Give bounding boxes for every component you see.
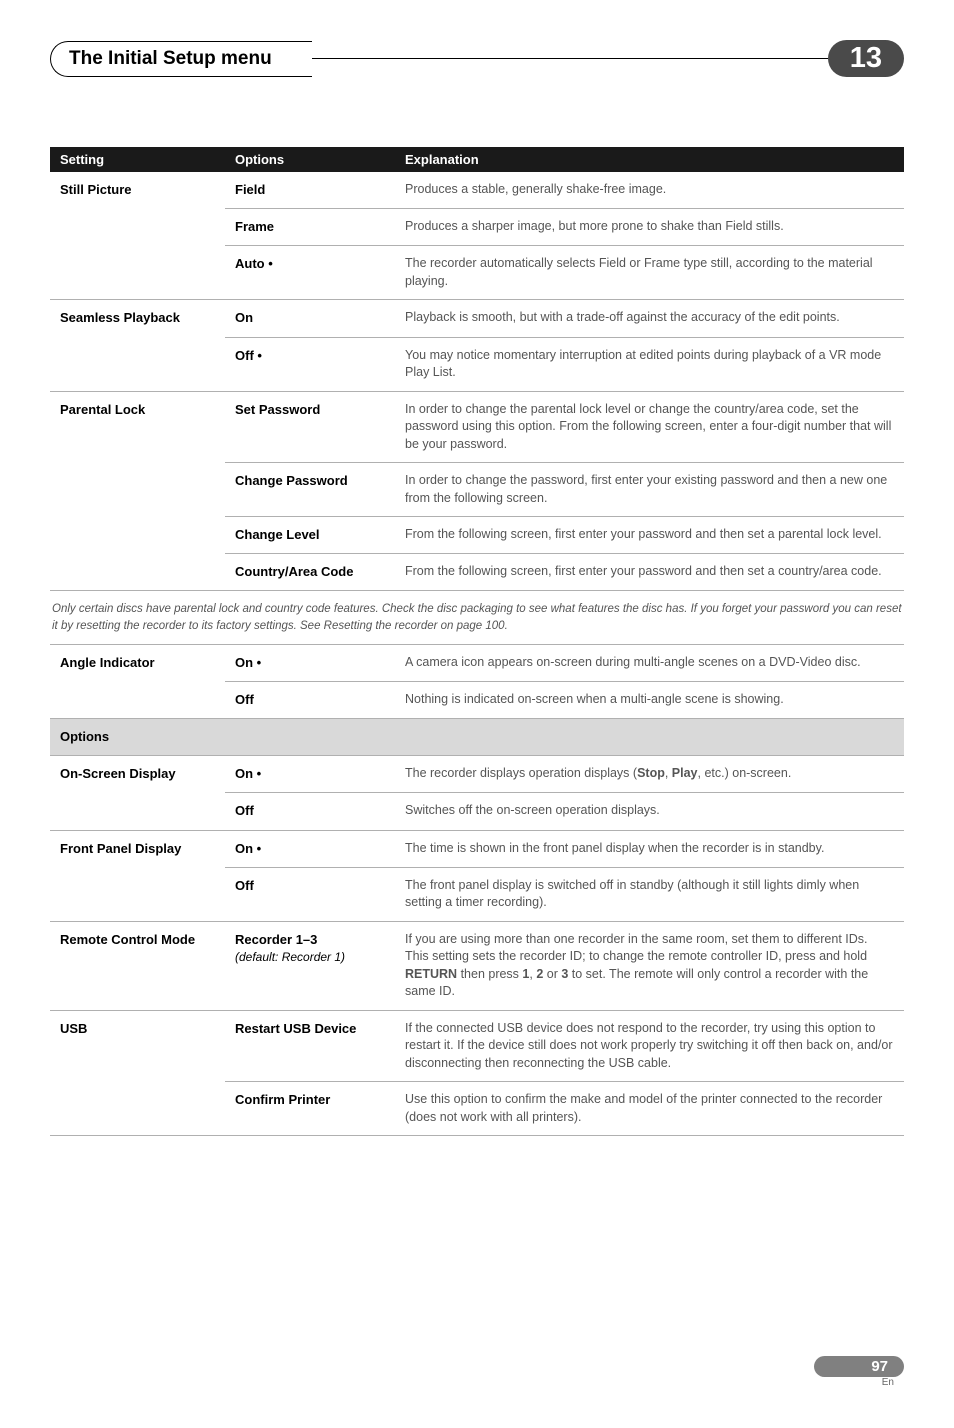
option-cell: Off [225,681,395,718]
option-cell: Off [225,793,395,830]
setting-cell: Remote Control Mode [50,921,225,1010]
page-number: 97 [838,1359,888,1374]
option-cell: Recorder 1–3(default: Recorder 1) [225,921,395,1010]
explanation-cell: In order to change the password, first e… [395,463,904,517]
option-cell: Field [225,172,395,209]
explanation-cell: The time is shown in the front panel dis… [395,830,904,867]
col-explanation: Explanation [395,147,904,172]
option-cell: Off [225,867,395,921]
table-row: On-Screen DisplayOn •The recorder displa… [50,756,904,793]
option-cell: On • [225,645,395,682]
option-cell: Change Level [225,517,395,554]
settings-table: Setting Options Explanation Still Pictur… [50,147,904,591]
table-row: Remote Control ModeRecorder 1–3(default:… [50,921,904,1010]
page-title: The Initial Setup menu [50,41,312,77]
options-label: Options [50,719,904,756]
explanation-cell: The recorder displays operation displays… [395,756,904,793]
option-cell: On • [225,756,395,793]
explanation-cell: If the connected USB device does not res… [395,1010,904,1082]
setting-cell: USB [50,1010,225,1136]
table-row: Still PictureFieldProduces a stable, gen… [50,172,904,209]
explanation-cell: Use this option to confirm the make and … [395,1082,904,1136]
setting-cell: Front Panel Display [50,830,225,921]
page-header: The Initial Setup menu 13 [50,40,904,77]
table-row: Seamless PlaybackOnPlayback is smooth, b… [50,300,904,337]
explanation-cell: You may notice momentary interruption at… [395,337,904,391]
page-number-badge: 97 [814,1356,904,1377]
option-cell: Change Password [225,463,395,517]
col-options: Options [225,147,395,172]
option-cell: Country/Area Code [225,554,395,591]
parental-note: Only certain discs have parental lock an… [50,591,904,644]
table-header-row: Setting Options Explanation [50,147,904,172]
option-cell: On [225,300,395,337]
explanation-cell: The recorder automatically selects Field… [395,246,904,300]
table-row: USBRestart USB DeviceIf the connected US… [50,1010,904,1082]
options-section-header: Options [50,719,904,756]
explanation-cell: Playback is smooth, but with a trade-off… [395,300,904,337]
table-row: Front Panel DisplayOn •The time is shown… [50,830,904,867]
explanation-cell: Produces a sharper image, but more prone… [395,209,904,246]
explanation-cell: Produces a stable, generally shake-free … [395,172,904,209]
explanation-cell: If you are using more than one recorder … [395,921,904,1010]
explanation-cell: From the following screen, first enter y… [395,517,904,554]
explanation-cell: In order to change the parental lock lev… [395,391,904,463]
option-cell: Auto • [225,246,395,300]
explanation-cell: From the following screen, first enter y… [395,554,904,591]
col-setting: Setting [50,147,225,172]
setting-cell: Seamless Playback [50,300,225,391]
settings-table-2: Angle IndicatorOn •A camera icon appears… [50,645,904,1137]
option-cell: Restart USB Device [225,1010,395,1082]
header-divider [312,58,828,59]
option-cell: Set Password [225,391,395,463]
option-cell: Off • [225,337,395,391]
explanation-cell: The front panel display is switched off … [395,867,904,921]
setting-cell: On-Screen Display [50,756,225,830]
explanation-cell: Nothing is indicated on-screen when a mu… [395,681,904,718]
table-row: Parental LockSet PasswordIn order to cha… [50,391,904,463]
explanation-cell: Switches off the on-screen operation dis… [395,793,904,830]
option-cell: Confirm Printer [225,1082,395,1136]
page-language: En [814,1377,894,1388]
explanation-cell: A camera icon appears on-screen during m… [395,645,904,682]
option-cell: On • [225,830,395,867]
setting-cell: Still Picture [50,172,225,300]
page-footer: 97 En [50,1356,904,1388]
setting-cell: Parental Lock [50,391,225,591]
setting-cell: Angle Indicator [50,645,225,719]
table-row: Angle IndicatorOn •A camera icon appears… [50,645,904,682]
chapter-badge: 13 [828,40,904,77]
option-cell: Frame [225,209,395,246]
